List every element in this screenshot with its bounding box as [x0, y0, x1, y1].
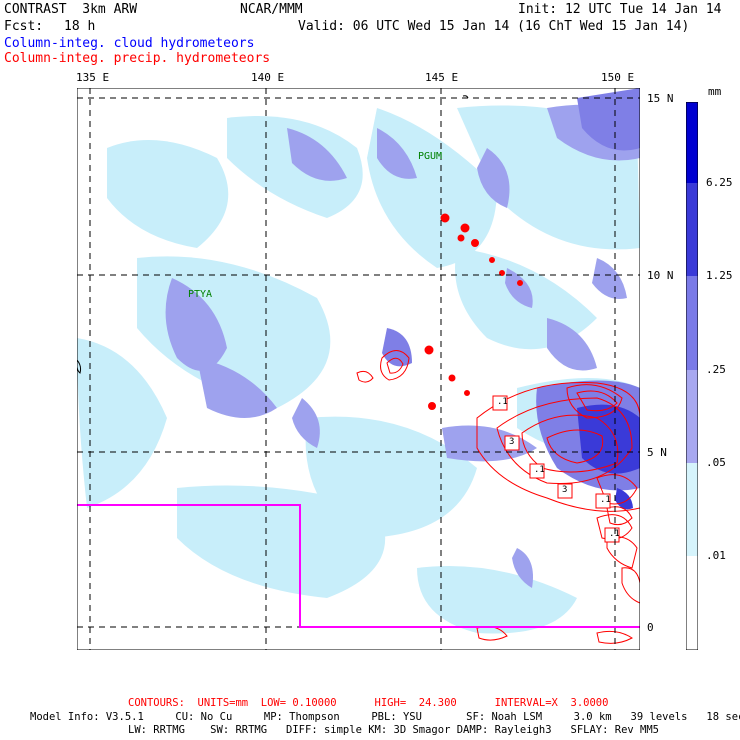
- cloud-mid-layer: [165, 104, 640, 588]
- forecast-value: 18 h: [64, 19, 96, 34]
- contour-label: .1: [600, 495, 611, 505]
- legend-level: .25: [706, 363, 726, 376]
- lat-label: 0: [647, 621, 654, 634]
- org-label: NCAR/MMM: [240, 2, 303, 17]
- island-coastline: [462, 95, 469, 99]
- legend-unit: mm: [708, 85, 722, 98]
- contour-label: 3: [562, 485, 568, 495]
- inner-domain-box: [77, 504, 640, 628]
- lon-label: 145 E: [425, 71, 459, 84]
- legend-swatch: [686, 102, 698, 183]
- cloud-core-layer: [577, 404, 640, 510]
- contours-info: CONTOURS: UNITS=mm LOW= 0.10000 HIGH= 24…: [128, 697, 609, 709]
- legend-level: .05: [706, 456, 726, 469]
- map-panel: [77, 88, 640, 650]
- legend-swatch: [686, 370, 698, 463]
- legend-swatch: [686, 183, 698, 276]
- legend-level: .01: [706, 549, 726, 562]
- contour-label: .1: [609, 529, 620, 539]
- init-time: Init: 12 UTC Tue 14 Jan 14: [518, 2, 722, 17]
- precip-contours: [356, 213, 640, 644]
- valid-time: Valid: 06 UTC Wed 15 Jan 14 (16 ChT Wed …: [298, 19, 690, 34]
- model-info-line1: Model Info: V3.5.1 CU: No Cu MP: Thompso…: [30, 711, 740, 723]
- contour-label: 3: [509, 437, 515, 447]
- lon-label: 150 E: [601, 71, 635, 84]
- lat-label: 5 N: [647, 446, 667, 459]
- field-cloud-label: Column-integ. cloud hydrometeors: [4, 36, 255, 51]
- island-coastline: [77, 359, 82, 374]
- contour-label: .1: [534, 465, 545, 475]
- legend-swatch: [686, 556, 698, 650]
- legend-colorbar: [686, 102, 698, 650]
- forecast-label: Fcst:: [4, 19, 44, 34]
- contour-label: .1: [497, 397, 508, 407]
- station-ptya: PTYA: [188, 289, 213, 300]
- lon-label: 135 E: [76, 71, 110, 84]
- legend-swatch: [686, 463, 698, 556]
- legend-level: 6.25: [706, 176, 733, 189]
- model-info-line2: LW: RRTMG SW: RRTMG DIFF: simple KM: 3D …: [128, 724, 660, 736]
- field-precip-label: Column-integ. precip. hydrometeors: [4, 51, 271, 66]
- legend-swatch: [686, 276, 698, 370]
- model-title: CONTRAST 3km ARW: [4, 2, 138, 17]
- legend-level: 1.25: [706, 269, 733, 282]
- lat-label: 10 N: [647, 269, 674, 282]
- lat-lon-grid: [77, 88, 640, 650]
- lon-label: 140 E: [251, 71, 285, 84]
- station-pgum: PGUM: [418, 151, 443, 162]
- lat-label: 15 N: [647, 92, 674, 105]
